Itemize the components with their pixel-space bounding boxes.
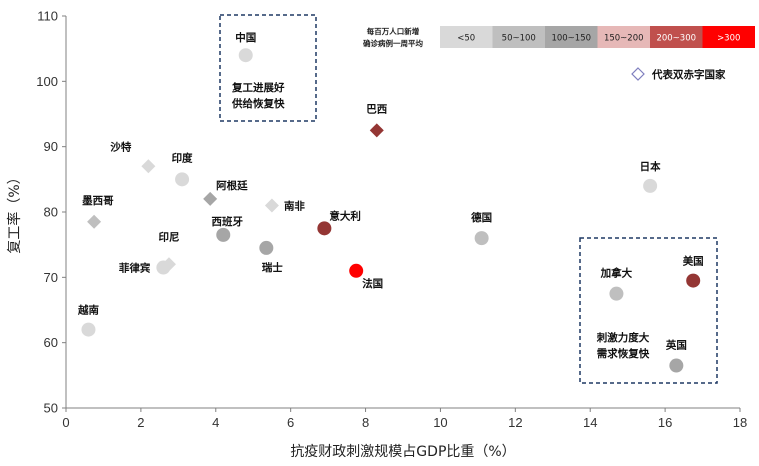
- us-annotation-line-1: 刺激力度大: [596, 331, 650, 344]
- y-tick-label: 50: [44, 401, 58, 416]
- point-marker-diamond: [264, 198, 279, 213]
- legend-swatch: [650, 26, 703, 48]
- legend-swatch: [702, 26, 755, 48]
- point-marker-circle: [686, 273, 701, 288]
- legend-swatch: [597, 26, 650, 48]
- y-tick-label: 110: [37, 9, 58, 24]
- point-label: 意大利: [329, 209, 361, 222]
- point-marker-circle: [175, 172, 190, 187]
- point-marker-circle: [317, 221, 332, 236]
- point-label: 印尼: [158, 231, 179, 243]
- point-marker-circle: [238, 48, 253, 63]
- legend-swatch: [492, 26, 545, 48]
- point-label: 日本: [640, 160, 661, 173]
- point-marker-circle: [349, 263, 364, 278]
- point-label: 阿根廷: [216, 179, 248, 192]
- x-tick-label: 12: [508, 415, 522, 430]
- y-ticks: 50 60 70 80 90 100 110: [36, 9, 66, 416]
- legend-title-line-2: 确诊病例一周平均: [363, 38, 423, 48]
- point-label: 巴西: [366, 103, 387, 115]
- point-label: 墨西哥: [82, 195, 114, 207]
- legend-swatch-label: <50: [457, 34, 475, 44]
- x-tick-label: 10: [433, 415, 447, 430]
- point-label: 中国: [235, 31, 256, 44]
- us-annotation-box: [579, 237, 718, 384]
- legend-swatch-label: 100~150: [551, 34, 591, 44]
- point-marker-circle: [643, 178, 658, 193]
- point-marker-circle: [259, 240, 274, 255]
- point-marker-diamond: [203, 191, 218, 206]
- data-points: [81, 48, 701, 373]
- point-label: 瑞士: [262, 261, 283, 274]
- point-label: 德国: [470, 211, 492, 224]
- x-tick-label: 14: [583, 415, 597, 430]
- point-label: 法国: [362, 277, 383, 290]
- legend-swatch-label: 200~300: [656, 34, 696, 44]
- point-marker-circle: [669, 358, 684, 373]
- legend-diamond-icon: [631, 67, 645, 81]
- us-annotation-line-2: 需求恢复快: [597, 347, 650, 360]
- legend: 每百万人口新增 确诊病例一周平均 <50 50~100 100~150 150~200…: [363, 26, 755, 81]
- y-tick-label: 60: [44, 335, 58, 350]
- point-label: 英国: [665, 339, 687, 352]
- x-tick-label: 2: [137, 415, 144, 430]
- point-marker-circle: [81, 322, 96, 337]
- legend-title-line-1: 每百万人口新增: [367, 26, 420, 36]
- point-label: 菲律宾: [119, 262, 151, 275]
- y-tick-label: 70: [44, 270, 58, 285]
- point-marker-circle: [474, 231, 489, 246]
- legend-swatches: <50 50~100 100~150 150~200 200~300 >300: [440, 26, 755, 48]
- point-label: 印度: [172, 151, 193, 164]
- point-label: 美国: [683, 255, 704, 268]
- point-label: 西班牙: [212, 215, 244, 228]
- x-tick-label: 6: [287, 415, 294, 430]
- point-marker-diamond: [141, 159, 156, 174]
- point-marker-diamond: [369, 123, 384, 138]
- legend-swatch-label: >300: [717, 34, 740, 44]
- x-ticks: 0 2 4 6 8 10 12 14 16 18: [62, 408, 747, 430]
- x-tick-label: 4: [212, 415, 219, 430]
- china-annotation-line-2: 供给恢复快: [231, 97, 285, 110]
- x-tick-label: 8: [362, 415, 369, 430]
- x-tick-label: 18: [733, 415, 747, 430]
- legend-swatch: [440, 26, 493, 48]
- point-label: 南非: [284, 199, 305, 212]
- point-marker-diamond: [87, 214, 102, 229]
- point-marker-circle: [216, 227, 231, 242]
- x-tick-label: 16: [658, 415, 672, 430]
- y-axis-title: 复工率（%）: [6, 170, 23, 253]
- legend-marker-note: 代表双赤字国家: [651, 68, 726, 81]
- point-label: 越南: [77, 304, 99, 317]
- china-annotation-line-1: 复工进展好: [231, 81, 285, 94]
- legend-swatch: [545, 26, 598, 48]
- legend-swatch-label: 50~100: [502, 34, 536, 44]
- china-annotation-box: [219, 14, 317, 122]
- x-tick-label: 0: [62, 415, 69, 430]
- legend-swatch-label: 150~200: [604, 34, 644, 44]
- point-label: 沙特: [110, 140, 131, 153]
- point-marker-circle: [609, 286, 624, 301]
- y-tick-label: 80: [44, 205, 58, 220]
- point-label: 加拿大: [600, 267, 633, 280]
- point-marker-circle: [156, 260, 171, 275]
- y-tick-label: 90: [44, 139, 58, 154]
- y-tick-label: 100: [36, 74, 58, 89]
- x-axis-title: 抗疫财政刺激规模占GDP比重（%）: [290, 443, 515, 460]
